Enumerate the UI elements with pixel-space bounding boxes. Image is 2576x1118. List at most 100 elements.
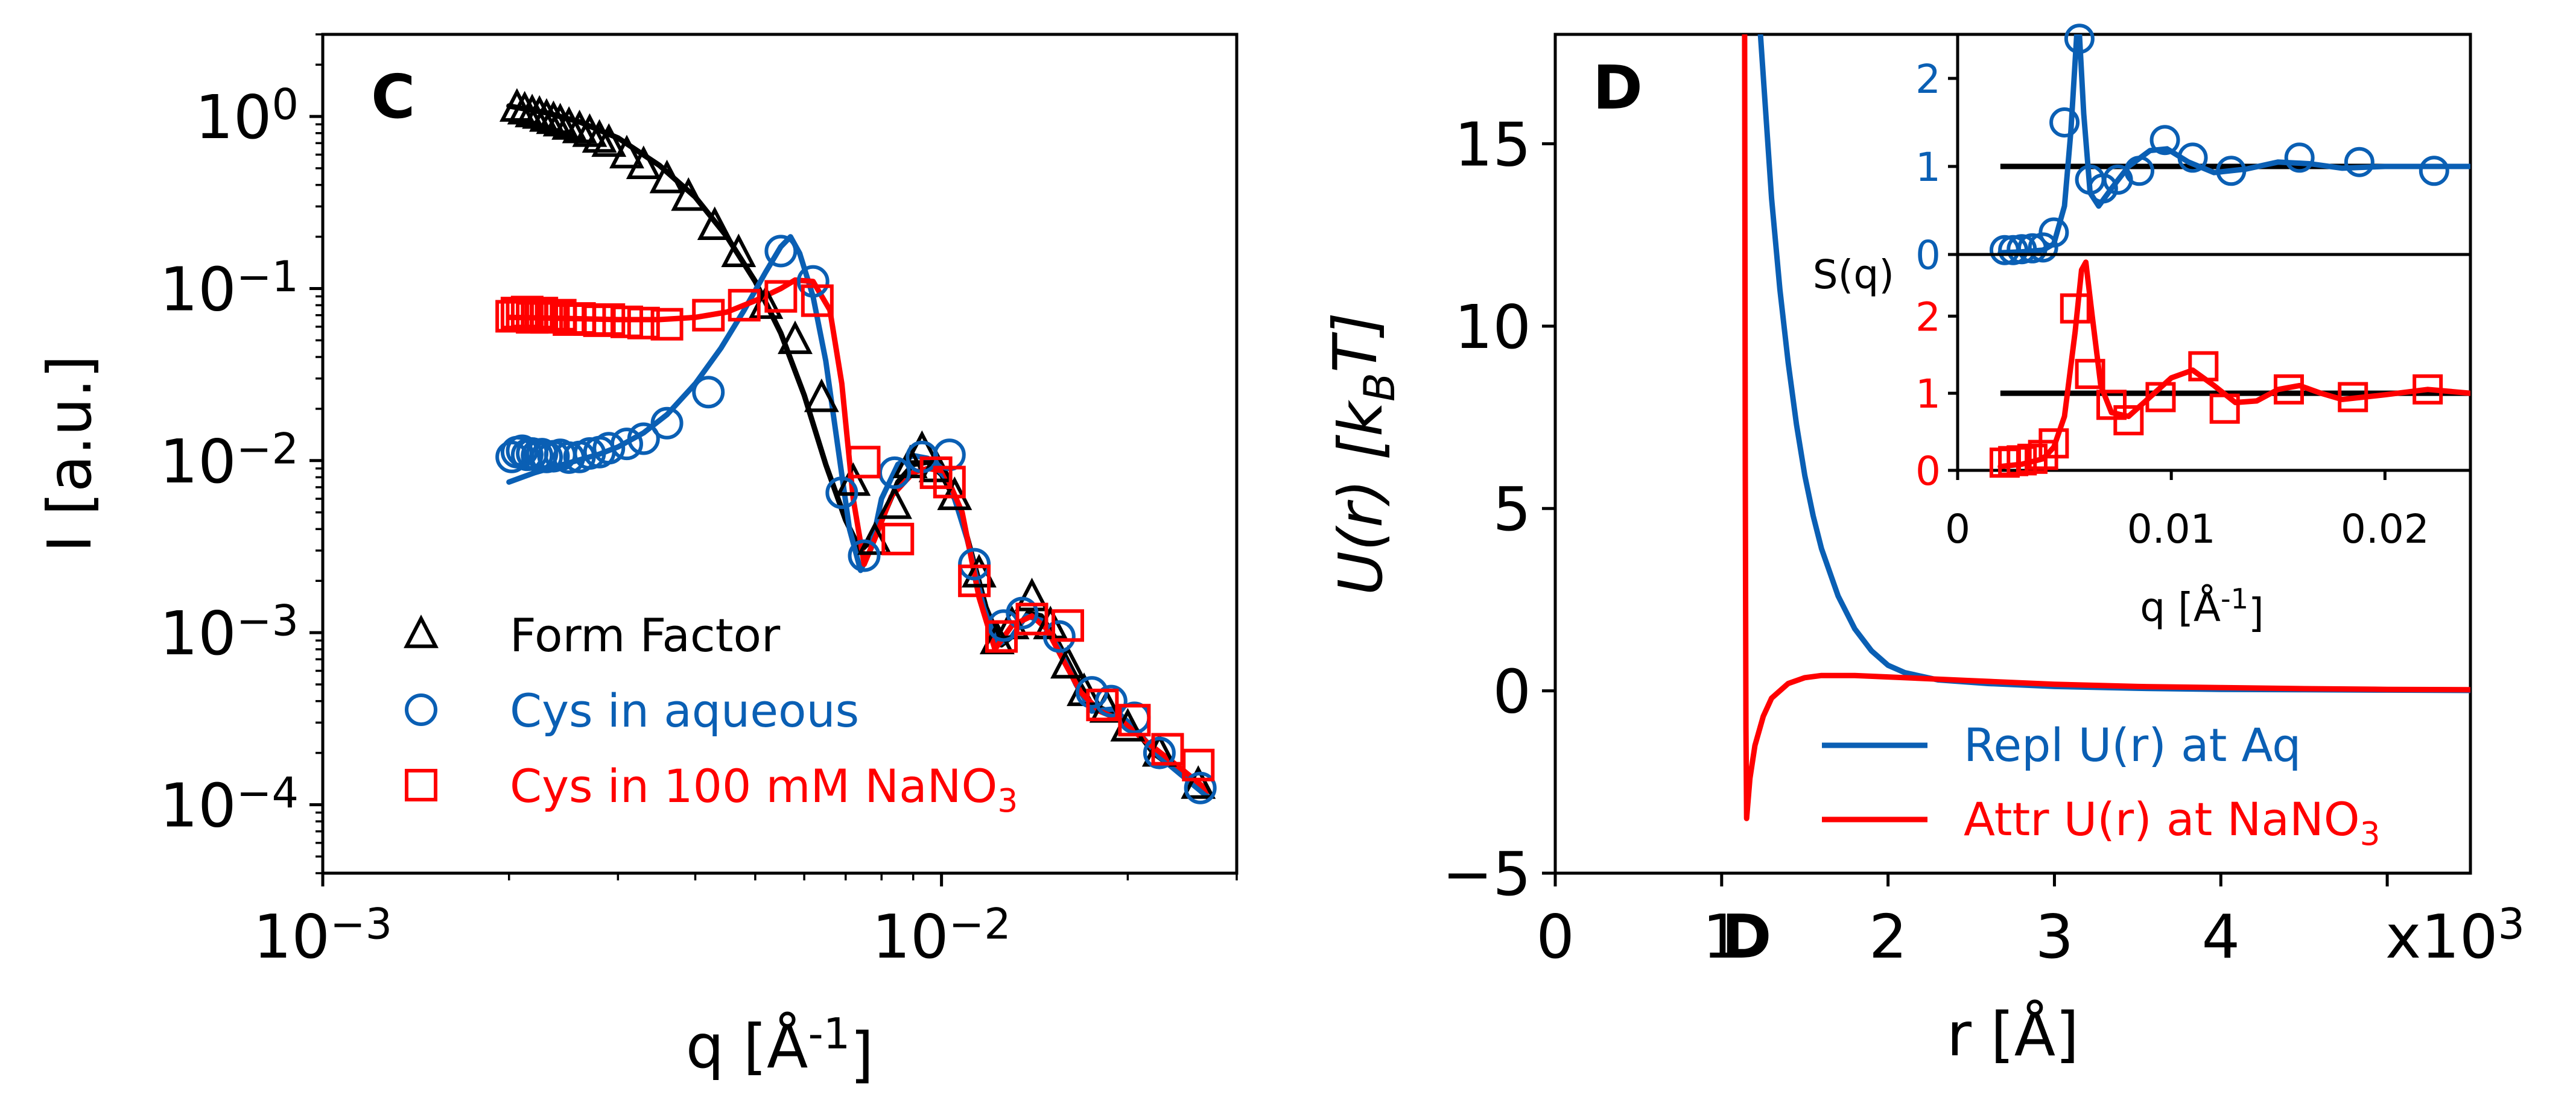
panel-c-y-tick-label: 100 xyxy=(195,80,299,153)
panel-c-data-point xyxy=(1075,676,1108,709)
panel-d-x-axis-title: r [Å] xyxy=(1947,999,2079,1070)
panel-c-data-point xyxy=(985,620,1018,653)
panel-c-data-point xyxy=(933,466,966,499)
panel-c-data-point xyxy=(801,284,834,317)
panel-c-data-point xyxy=(1181,765,1216,799)
panel-c-data-point xyxy=(958,548,991,581)
panel-d-x-tick-label: x103​ xyxy=(2385,900,2525,973)
panel-c-x-tick-label: 10−2 xyxy=(872,900,1010,973)
inset-bottom-data-point xyxy=(2188,351,2219,382)
inset-bottom-data-point xyxy=(2413,374,2443,405)
inset-bottom-data-point xyxy=(2145,382,2176,412)
panel-c-legend-label: Cys in aqueous xyxy=(510,684,859,737)
inset-top-fit-line xyxy=(1997,34,2470,256)
panel-c-data-point xyxy=(804,378,839,412)
inset-bottom-y-tick-label: 2 xyxy=(1915,294,1941,340)
inset-bottom-data-point xyxy=(2038,428,2069,459)
inset-top-data-point xyxy=(2007,234,2037,265)
panel-c-data-point xyxy=(778,320,813,355)
panel-c-frame xyxy=(321,33,1239,875)
panel-c-data-point xyxy=(1051,609,1084,642)
inset-top-data-point xyxy=(2284,142,2315,173)
panel-c-data-point xyxy=(848,446,881,479)
inset-bottom-data-point xyxy=(2338,382,2368,412)
panel-c-data-point xyxy=(592,303,626,336)
panel-c-data-point xyxy=(1143,736,1176,769)
panel-c-data-point xyxy=(1015,602,1048,636)
inset-top-data-point xyxy=(2049,107,2080,137)
panel-c-y-tick-label: 10−4 xyxy=(160,768,299,841)
panel-c-legend-marker xyxy=(404,614,439,648)
panel-c-data-point xyxy=(764,280,798,313)
panel-d-potential-line xyxy=(1742,34,2470,821)
panel-c-data-point xyxy=(507,90,542,125)
panel-d-legend-label: Attr U(r) at NaNO3​ xyxy=(1964,792,2380,853)
inset-top-data-point xyxy=(2419,156,2449,186)
panel-c-data-point xyxy=(877,485,912,519)
inset-top-data-point xyxy=(2344,147,2375,177)
panel-c-y-tick-label: 10−3 xyxy=(160,596,299,669)
panel-c-data-point xyxy=(764,235,798,268)
panel-c-legend-marker xyxy=(405,769,437,801)
inset-top-data-point xyxy=(2177,142,2208,173)
panel-c-y-axis-title: I [a.u.] xyxy=(34,355,105,553)
inset-top-y-tick-label: 0 xyxy=(1915,232,1941,279)
inset-bottom-fit-line xyxy=(1997,259,2470,470)
inset-x-tick-label: 0.01 xyxy=(2127,506,2216,552)
panel-c-data-point xyxy=(609,134,644,169)
inset-bottom-data-point xyxy=(2096,390,2127,420)
panel-d-y-tick-label: 10 xyxy=(1455,292,1531,362)
panel-c-data-point xyxy=(958,564,991,598)
panel-c-data-point xyxy=(1182,748,1215,782)
panel-c-data-point xyxy=(573,437,606,470)
panel-c-data-point xyxy=(610,428,643,461)
panel-c-legend-label: Form Factor xyxy=(510,608,781,662)
panel-c-data-point xyxy=(1094,684,1128,718)
inset-bottom-data-point xyxy=(2273,374,2304,405)
inset-bottom-data-point xyxy=(2209,393,2240,424)
inset-bottom-data-point xyxy=(2075,359,2105,390)
panel-c-data-point xyxy=(881,522,915,555)
panel-c-y-tick-label: 10−1 xyxy=(160,252,299,325)
panel-d-y-tick-label: 5 xyxy=(1493,474,1531,545)
panel-c-data-point xyxy=(499,88,535,122)
panel-c-data-point xyxy=(671,177,706,211)
panel-d-label: D xyxy=(1593,52,1643,123)
panel-c-data-point xyxy=(1086,689,1119,722)
panel-d-y-tick-label: −5 xyxy=(1442,839,1531,909)
panel-d-y-tick-label: 0 xyxy=(1493,657,1531,727)
panel-c-y-tick-label: 10−2 xyxy=(160,424,299,497)
panel-c-data-point xyxy=(536,100,571,134)
inset-top-y-tick-label: 1 xyxy=(1915,144,1941,191)
panel-d-legend-label: Repl U(r) at Aq xyxy=(1964,718,2301,772)
inset-bottom-y-tick-label: 1 xyxy=(1915,371,1941,417)
panel-c-data-point xyxy=(825,476,858,510)
panel-d-x-tick-label: 2 xyxy=(1869,902,1908,972)
inset-bottom-data-point xyxy=(2017,443,2048,474)
inset-top-y-tick-label: 2 xyxy=(1915,56,1941,103)
panel-c-data-point xyxy=(721,233,757,268)
panel-c-x-axis-title: q [Å-1​] xyxy=(686,1009,874,1090)
panel-c-data-point xyxy=(848,539,881,572)
inset-y-axis-title: S(q) xyxy=(1813,251,1894,298)
panel-c-data-point xyxy=(542,103,578,137)
inset-top-data-point xyxy=(2087,173,2118,204)
panel-c-data-point xyxy=(937,476,972,510)
inset-x-tick-label: 0 xyxy=(1945,506,1970,552)
panel-d-y-axis-title: U(r) [kB​T] xyxy=(1320,312,1404,595)
panel-d-x-tick-label: 4 xyxy=(2201,902,2240,972)
inset-top-data-point xyxy=(2038,217,2069,248)
panel-c-data-point xyxy=(650,308,684,341)
inset-bottom-y-tick-label: 0 xyxy=(1915,448,1941,494)
panel-c-data-point xyxy=(649,159,685,194)
panel-c-data-point xyxy=(1118,704,1151,737)
panel-d-y-tick-label: 15 xyxy=(1455,109,1531,180)
panel-c-data-point xyxy=(591,123,627,157)
panel-c-data-point xyxy=(551,106,587,140)
panel-c-data-point xyxy=(650,406,684,440)
panel-d-x-tick-label: 0 xyxy=(1536,902,1575,972)
panel-c-x-tick-label: 10−3 xyxy=(253,900,392,973)
panel-d-x-tick-label: 1 xyxy=(1702,902,1741,972)
